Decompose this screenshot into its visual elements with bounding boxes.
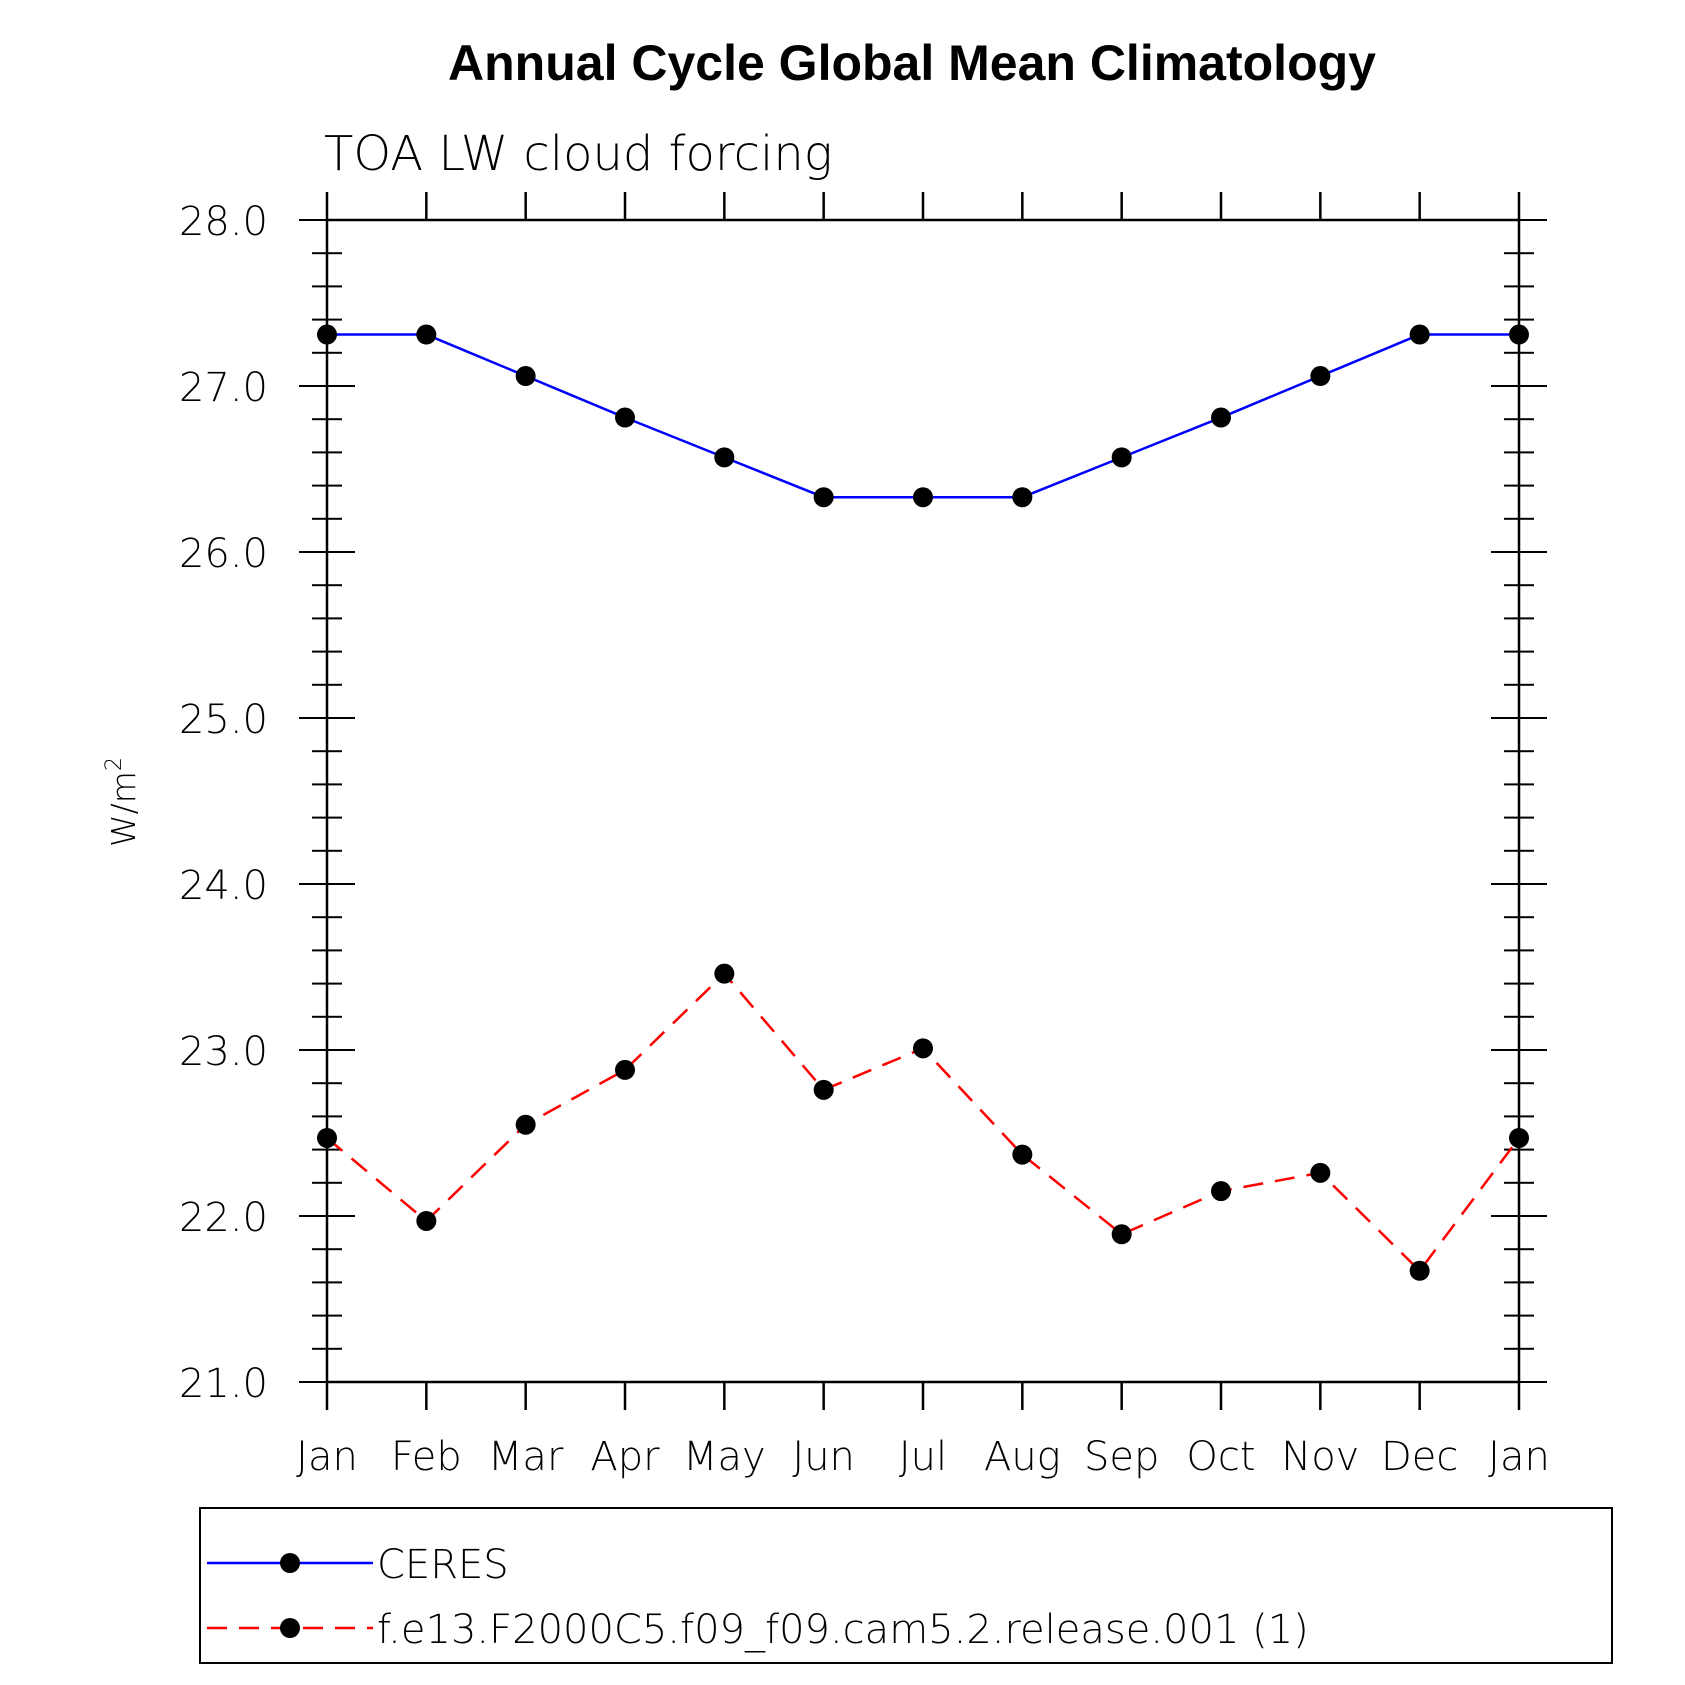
series-2-point — [1509, 1127, 1529, 1148]
series-1-point — [1310, 366, 1331, 387]
series-1-point — [813, 487, 834, 508]
y-axis-label-superscript: 2 — [102, 757, 127, 771]
y-tick-label: 28.0 — [179, 199, 268, 245]
series-2-point — [913, 1038, 933, 1059]
x-tick-label: Jul — [899, 1434, 947, 1480]
series-layer — [317, 324, 1529, 1281]
y-tick-label: 22.0 — [179, 1195, 268, 1241]
series-1-point — [1509, 324, 1529, 345]
chart-subtitle: TOA LW cloud forcing — [324, 126, 833, 182]
legend-box — [199, 1507, 1613, 1664]
y-tick-label: 27.0 — [179, 365, 268, 411]
x-tick-label: Jan — [1488, 1434, 1550, 1480]
series-1-point — [913, 487, 933, 508]
plot-frame — [325, 218, 1521, 1384]
series-1-point — [714, 447, 735, 468]
series-line-2 — [326, 971, 1521, 1273]
legend: CERES f.e13.F2000C5.f09_f09.cam5.2.releas… — [199, 1507, 1613, 1664]
series-2-point — [813, 1079, 834, 1100]
plot-border — [325, 218, 1521, 1384]
x-tick-label: Dec — [1381, 1434, 1458, 1480]
legend-entries: CERES f.e13.F2000C5.f09_f09.cam5.2.releas… — [207, 1542, 1309, 1653]
series-2-point — [615, 1059, 635, 1080]
x-tick-label: Mar — [488, 1434, 564, 1480]
x-tick-label: Sep — [1084, 1434, 1159, 1480]
axis-ticks — [299, 192, 1547, 1410]
series-2-point — [317, 1127, 337, 1148]
y-tick-label: 23.0 — [179, 1029, 268, 1075]
x-tick-label: Jun — [792, 1434, 855, 1480]
y-tick-label: 26.0 — [179, 531, 268, 577]
series-2-point — [515, 1114, 536, 1135]
y-axis-label-base: W/m — [104, 771, 143, 847]
x-tick-label: Nov — [1281, 1434, 1359, 1480]
y-tick-label: 25.0 — [179, 697, 268, 743]
x-tick-label: Jan — [296, 1434, 358, 1480]
legend-marker-1 — [280, 1553, 300, 1573]
series-1-point — [515, 366, 536, 387]
series-1-point — [1012, 487, 1033, 508]
series-2-point — [1310, 1162, 1331, 1183]
series-line-1 — [327, 333, 1519, 499]
series-1-point — [1211, 407, 1231, 428]
svg-text:W/m2: W/m2 — [102, 757, 143, 847]
series-2-point — [416, 1210, 437, 1231]
x-tick-label: Feb — [391, 1434, 462, 1480]
series-1-point — [317, 324, 337, 345]
x-tick-labels: Jan Feb Mar Apr May Jun Jul Aug Sep Oct Nov Dec Jan — [296, 1434, 1550, 1480]
x-tick-label: Oct — [1186, 1434, 1255, 1480]
x-tick-label: Apr — [590, 1434, 660, 1480]
series-2-point — [1012, 1144, 1033, 1165]
y-axis-label: W/m2 — [102, 757, 143, 847]
series-1-point — [1409, 324, 1430, 345]
series-1-point — [1111, 447, 1132, 468]
series-2-point — [714, 963, 735, 984]
series-2-point — [1211, 1181, 1231, 1202]
x-tick-label: Aug — [984, 1434, 1061, 1480]
series-1-point — [416, 324, 437, 345]
x-tick-label: May — [683, 1434, 766, 1480]
y-tick-label: 21.0 — [179, 1361, 268, 1407]
legend-marker-2 — [280, 1618, 300, 1638]
y-tick-labels: 21.0 22.0 23.0 24.0 25.0 26.0 27.0 28.0 — [179, 199, 268, 1407]
legend-label-1: CERES — [377, 1542, 509, 1588]
chart-title: Annual Cycle Global Mean Climatology — [448, 35, 1376, 91]
series-2-point — [1409, 1260, 1430, 1281]
y-tick-label: 24.0 — [179, 863, 268, 909]
series-1-point — [615, 407, 635, 428]
series-2-point — [1111, 1224, 1132, 1245]
legend-label-2: f.e13.F2000C5.f09_f09.cam5.2.release.001… — [377, 1607, 1309, 1653]
